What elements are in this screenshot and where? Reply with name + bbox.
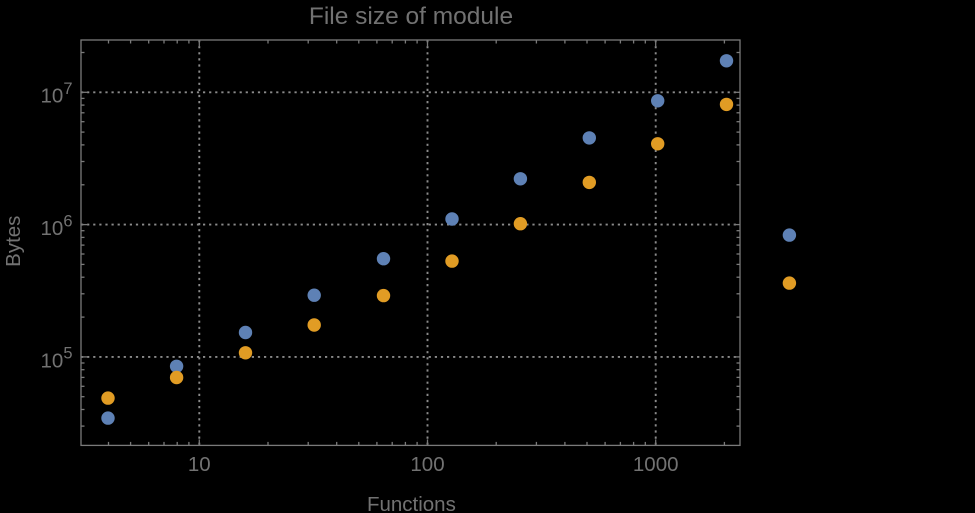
svg-text:1000: 1000 [633, 453, 679, 476]
svg-text:100: 100 [410, 453, 444, 476]
svg-text:Bytes: Bytes [2, 216, 25, 267]
svg-text:File size of module: File size of module [309, 3, 513, 30]
svg-text:10: 10 [188, 453, 211, 476]
svg-text:Functions: Functions [367, 493, 456, 513]
